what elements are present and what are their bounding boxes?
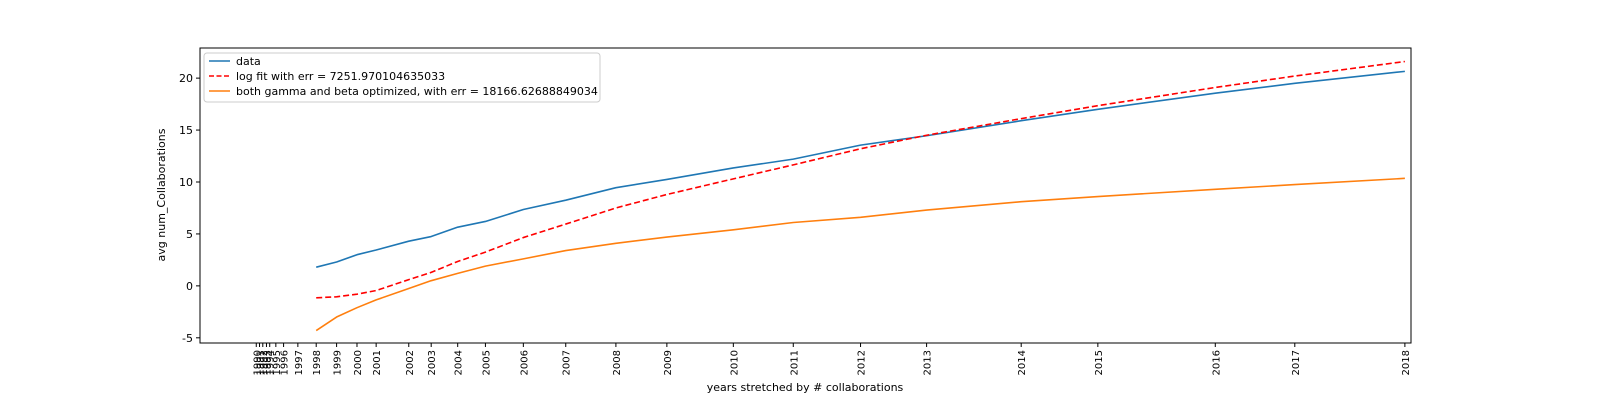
x-tick-label-16: 2006: [519, 350, 530, 375]
x-tick-label-15: 2005: [481, 350, 492, 375]
x-tick-label-3: 1993: [262, 350, 273, 375]
x-tick-label-22: 2012: [857, 350, 868, 375]
x-tick-label-2: 1992: [259, 350, 270, 375]
x-tick-label-1: 1991: [256, 350, 267, 375]
x-tick-label-4: 1994: [266, 350, 277, 375]
x-tick-label-23: 2013: [923, 350, 934, 375]
y-tick-label-1: 0: [186, 280, 193, 293]
y-tick-label-0: -5: [182, 332, 193, 345]
legend-box: [203, 52, 601, 103]
plot-frame: [199, 47, 1412, 344]
x-tick-label-14: 2004: [454, 350, 465, 375]
x-tick-label-18: 2008: [612, 350, 623, 375]
x-axis-label: years stretched by # collaborations: [707, 381, 904, 394]
x-tick-label-21: 2011: [789, 350, 800, 375]
y-axis-label: avg num_Collaborations: [155, 128, 168, 261]
x-tick-label-24: 2014: [1017, 350, 1028, 375]
y-tick-label-4: 15: [179, 124, 193, 137]
y-tick-label-2: 5: [186, 228, 193, 241]
y-tick-label-3: 10: [179, 176, 193, 189]
x-tick-label-10: 2000: [353, 350, 364, 375]
series-line-0: [316, 70, 1405, 268]
legend-label-1: log fit with err = 7251.970104635033: [236, 70, 445, 83]
y-axis: -5 0 5 10 15 20: [179, 72, 200, 345]
x-tick-label-26: 2016: [1211, 350, 1222, 375]
x-tick-label-27: 2017: [1291, 350, 1302, 375]
x-tick-label-6: 1996: [280, 350, 291, 375]
legend: data log fit with err = 7251.970104635033…: [203, 52, 601, 103]
x-tick-label-19: 2009: [663, 350, 674, 375]
series-layer: [315, 60, 1405, 332]
x-tick-label-9: 1999: [333, 350, 344, 375]
x-tick-label-13: 2003: [427, 350, 438, 375]
y-tick-label-5: 20: [179, 72, 193, 85]
x-tick-label-5: 1995: [272, 350, 283, 375]
x-tick-label-12: 2002: [405, 350, 416, 375]
x-tick-label-8: 1998: [312, 350, 323, 375]
series-line-2: [315, 177, 1405, 332]
legend-label-0: data: [236, 55, 261, 68]
x-tick-label-0: 1990: [252, 350, 263, 375]
x-tick-label-11: 2001: [372, 350, 383, 375]
x-tick-label-17: 2007: [562, 350, 573, 375]
x-tick-label-20: 2010: [729, 350, 740, 375]
x-tick-label-25: 2015: [1094, 350, 1105, 375]
x-tick-label-7: 1997: [294, 350, 305, 375]
legend-label-2: both gamma and beta optimized, with err …: [236, 85, 598, 98]
x-tick-label-28: 2018: [1401, 350, 1412, 375]
